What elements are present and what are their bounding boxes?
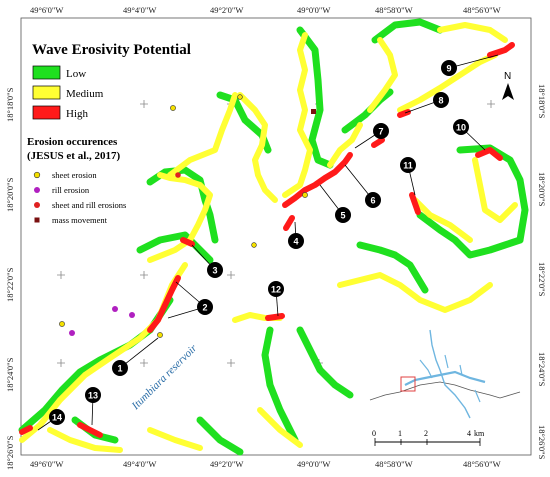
svg-text:3: 3 [212,266,217,276]
svg-text:18°24'0"S: 18°24'0"S [5,357,15,392]
svg-text:18°22'0"S: 18°22'0"S [537,262,547,297]
svg-text:2: 2 [424,429,428,438]
svg-text:49°0'0"W: 49°0'0"W [297,5,330,15]
scale-bar: 0 1 2 4 km [372,429,485,446]
coord-bottom: 49°6'0"W 49°4'0"W 49°2'0"W 49°0'0"W 48°5… [30,459,501,469]
svg-text:18°20'0"S: 18°20'0"S [5,177,15,212]
coord-top: 49°6'0"W 49°4'0"W 49°2'0"W 49°0'0"W 48°5… [30,5,501,15]
svg-text:13: 13 [88,391,98,401]
marker-7: 7 [373,123,389,139]
svg-text:18°18'0"S: 18°18'0"S [537,84,547,119]
svg-text:N: N [504,71,511,82]
svg-text:48°58'0"W: 48°58'0"W [375,459,413,469]
svg-text:km: km [474,429,485,438]
svg-text:4: 4 [293,237,298,247]
coord-left: 18°18'0"S 18°20'0"S 18°22'0"S 18°24'0"S … [5,87,15,470]
sheet-erosion-point [251,242,257,248]
svg-text:49°2'0"W: 49°2'0"W [210,5,243,15]
svg-text:14: 14 [52,413,62,423]
marker-3: 3 [207,262,223,278]
svg-text:49°2'0"W: 49°2'0"W [210,459,243,469]
legend-swatch-high [32,105,61,120]
svg-text:18°24'0"S: 18°24'0"S [537,352,547,387]
svg-text:8: 8 [438,96,443,106]
marker-12: 12 [268,281,284,297]
mass-movement-symbol [34,217,40,223]
svg-text:1: 1 [117,364,122,374]
svg-text:10: 10 [456,123,466,133]
rill-erosion-symbol [34,187,40,193]
legend-label-high: High [66,108,89,120]
sheet-rill-label: sheet and rill erosions [52,200,126,210]
svg-text:18°18'0"S: 18°18'0"S [5,87,15,122]
rill-erosion-point [112,306,118,312]
svg-text:49°4'0"W: 49°4'0"W [123,5,156,15]
svg-text:2: 2 [202,303,207,313]
coord-right: 18°18'0"S 18°20'0"S 18°22'0"S 18°24'0"S … [537,84,547,460]
sheet-rill-point [175,172,181,178]
sheet-rill-symbol [34,202,40,208]
marker-9: 9 [441,60,457,76]
svg-text:7: 7 [378,127,383,137]
svg-text:49°0'0"W: 49°0'0"W [297,459,330,469]
legend: Wave Erosivity Potential Low Medium High… [27,42,191,225]
mass-movement-point [311,109,316,114]
marker-11: 11 [400,157,416,173]
svg-text:0: 0 [372,429,376,438]
site-markers: 1 2 3 4 5 6 7 8 9 10 11 12 13 14 [37,54,499,431]
rill-erosion-point [129,312,135,318]
marker-5: 5 [335,207,351,223]
mass-movement-label: mass movement [52,215,108,225]
svg-text:48°56'0"W: 48°56'0"W [463,5,501,15]
svg-text:4: 4 [467,429,471,438]
svg-text:49°6'0"W: 49°6'0"W [30,5,63,15]
svg-text:5: 5 [340,211,345,221]
occurrence-title: Erosion occurences [27,136,118,148]
sheet-erosion-symbol [33,171,41,179]
svg-text:12: 12 [271,285,281,295]
svg-text:6: 6 [370,196,375,206]
inset-map [369,329,521,419]
marker-10: 10 [453,119,469,135]
svg-text:1: 1 [398,429,402,438]
occurrence-points [59,94,316,338]
inset-extent-box [400,376,416,392]
marker-14: 14 [49,409,65,425]
sheet-erosion-label: sheet erosion [52,170,97,180]
svg-text:48°58'0"W: 48°58'0"W [375,5,413,15]
marker-13: 13 [85,387,101,403]
legend-label-medium: Medium [66,88,104,100]
sheet-erosion-point [302,192,308,198]
marker-6: 6 [365,192,381,208]
marker-8: 8 [433,92,449,108]
shoreline-bands [18,18,529,456]
occurrence-citation: (JESUS et al., 2017) [27,150,121,162]
svg-text:18°26'0"S: 18°26'0"S [537,425,547,460]
sheet-erosion-point [237,94,243,100]
legend-swatch-low [32,65,61,80]
rill-erosion-point [69,330,75,336]
marker-4: 4 [288,233,304,249]
svg-text:49°6'0"W: 49°6'0"W [30,459,63,469]
svg-text:18°20'0"S: 18°20'0"S [537,172,547,207]
svg-text:9: 9 [446,64,451,74]
sheet-erosion-point [157,332,163,338]
rill-erosion-label: rill erosion [52,185,90,195]
svg-text:18°22'0"S: 18°22'0"S [5,267,15,302]
legend-title: Wave Erosivity Potential [32,42,191,58]
svg-text:49°4'0"W: 49°4'0"W [123,459,156,469]
legend-swatch-medium [32,85,61,100]
sheet-erosion-point [170,105,176,111]
svg-text:11: 11 [403,161,413,171]
sheet-erosion-point [59,321,65,327]
legend-label-low: Low [66,68,86,80]
marker-1: 1 [112,360,128,376]
north-arrow-icon: N [502,71,514,100]
svg-text:18°26'0"S: 18°26'0"S [5,435,15,470]
svg-text:48°56'0"W: 48°56'0"W [463,459,501,469]
marker-2: 2 [197,299,213,315]
